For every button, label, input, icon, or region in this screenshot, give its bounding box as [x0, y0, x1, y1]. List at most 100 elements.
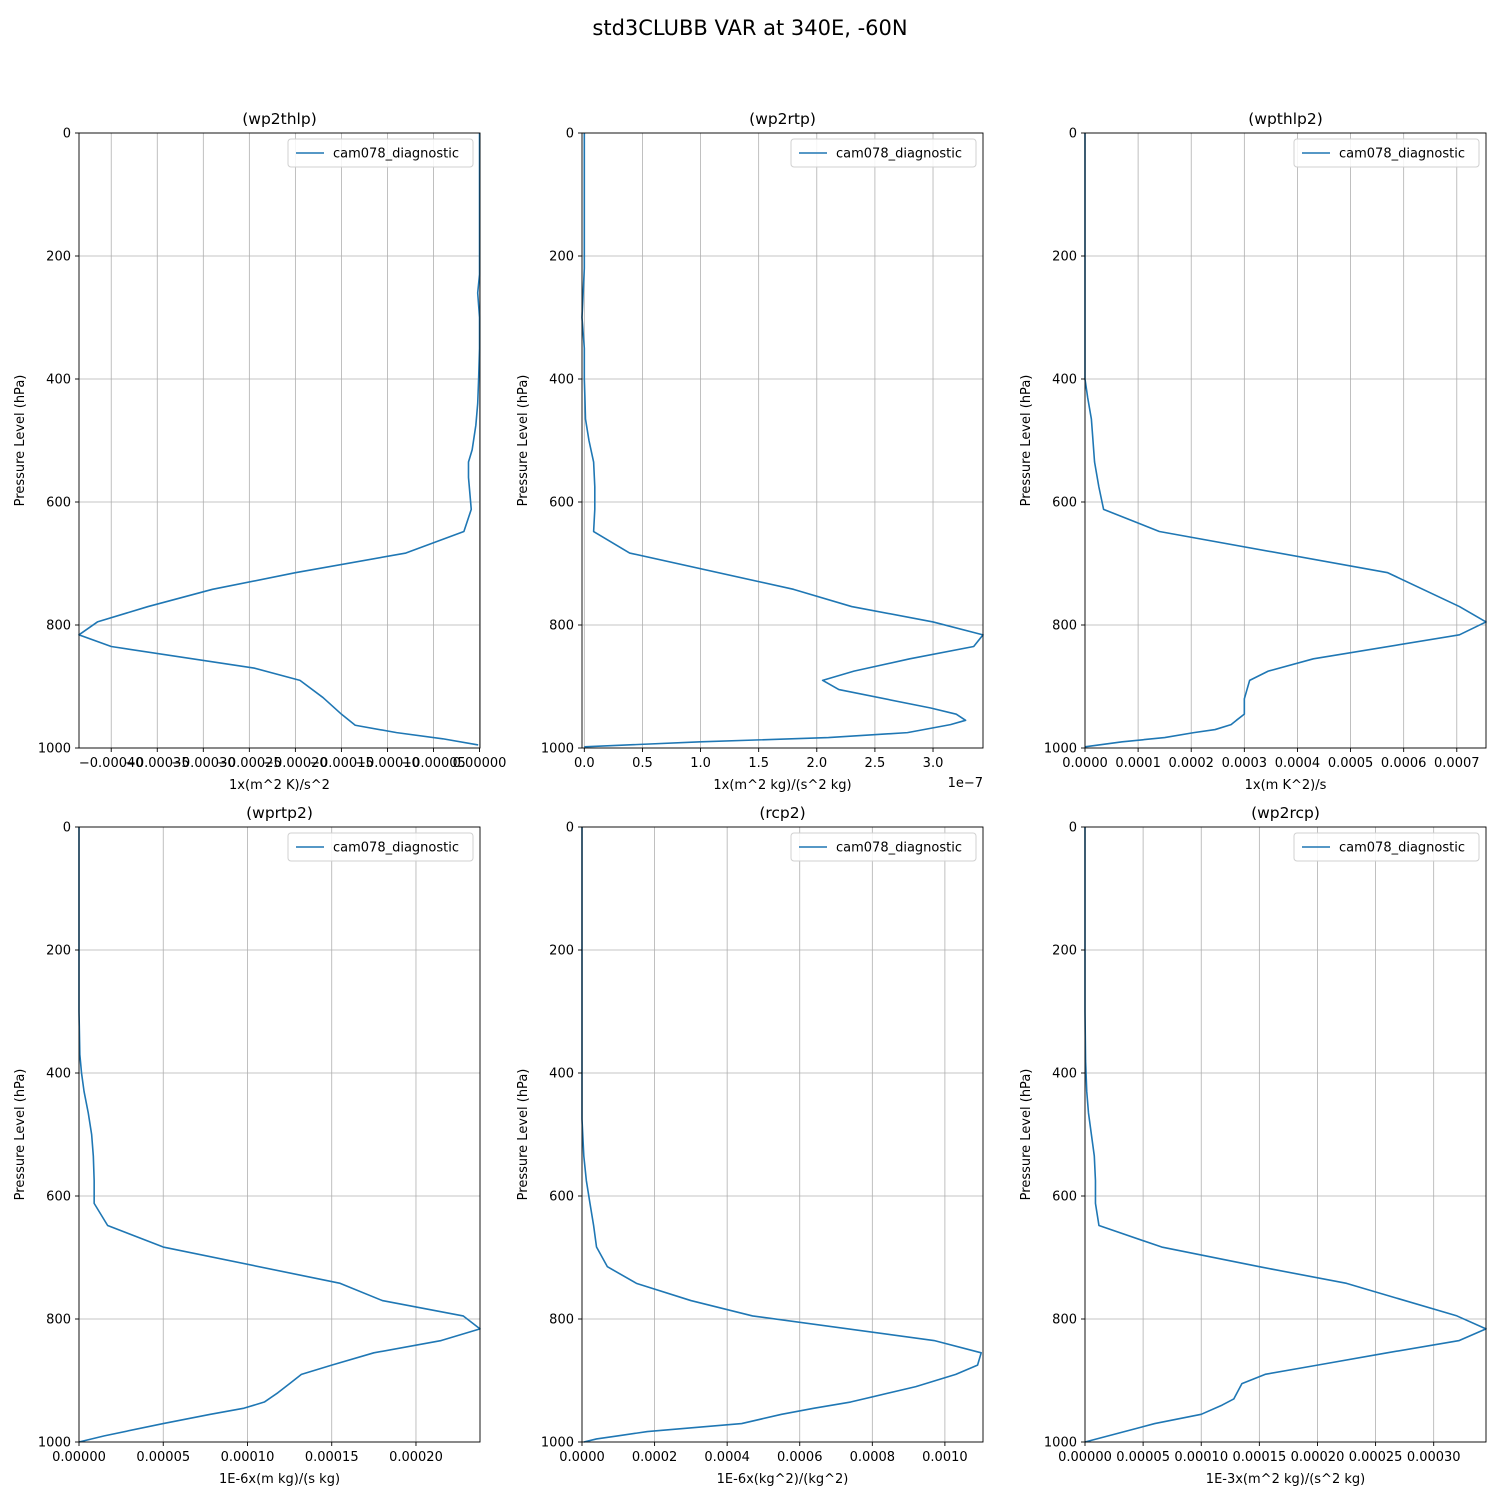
chart5-panel: 0.0000 0.0002 0.0004 0.0006 0.0008 0.0010 0 200…	[516, 804, 984, 1487]
chart1-xtick-label-1: −0.00035	[125, 756, 190, 771]
chart5-title: (rcp2)	[759, 804, 805, 822]
chart5-ytick-label-1: 200	[549, 944, 574, 959]
chart1-axes-frame	[78, 132, 481, 749]
chart3-ytick-label-2: 400	[1052, 373, 1077, 388]
chart2-xtick-label-0: 0.0	[574, 756, 595, 771]
chart3-ytick-label-3: 600	[1052, 496, 1077, 511]
chart1-legend-box	[287, 138, 474, 168]
chart6-title: (wp2rcp)	[1251, 804, 1320, 822]
chart1-ytick-label-2: 400	[46, 373, 71, 388]
chart4-xtick-label-0: 0.00000	[52, 1450, 106, 1465]
chart3-xtick-label-1: 0.0001	[1115, 756, 1161, 771]
chart3-panel: 0.0000 0.0001 0.0002 0.0003 0.0004 0.0005 0.00…	[1019, 110, 1487, 793]
chart6-ytick-label-3: 600	[1052, 1190, 1077, 1205]
chart5-ytick-label-4: 800	[549, 1313, 574, 1328]
chart2-xlabel: 1x(m^2 kg)/(s^2 kg)	[713, 778, 851, 793]
chart2-ylabel: Pressure Level (hPa)	[516, 375, 531, 507]
chart2-xtick-label-1: 0.5	[632, 756, 653, 771]
chart1-xtick-label-2: −0.00030	[171, 756, 236, 771]
chart4-xlabel: 1E-6x(m kg)/(s kg)	[219, 1472, 340, 1487]
chart2-xtick-label-5: 2.5	[865, 756, 886, 771]
chart6-xtick-label-6: 0.00030	[1407, 1450, 1461, 1465]
chart4-ytick-label-3: 600	[46, 1190, 71, 1205]
chart5-series-line-0	[581, 827, 982, 1443]
chart5-xtick-label-2: 0.0004	[704, 1450, 750, 1465]
chart3-ytick-label-0: 0	[1069, 127, 1077, 142]
chart1-ytick-label-4: 800	[46, 619, 71, 634]
chart5-xlabel: 1E-6x(kg^2)/(kg^2)	[717, 1472, 849, 1487]
chart3-legend: cam078_diagnostic	[1293, 138, 1480, 168]
chart4-ytick-label-5: 1000	[38, 1436, 71, 1451]
chart4-legend-box	[287, 832, 474, 862]
chart6-xtick-label-2: 0.00010	[1174, 1450, 1228, 1465]
chart6-ytick-label-5: 1000	[1044, 1436, 1077, 1451]
chart2-legend-box	[790, 138, 977, 168]
chart3-xlabel: 1x(m K^2)/s	[1245, 778, 1327, 793]
chart5-xtick-label-1: 0.0002	[632, 1450, 678, 1465]
chart3-axes-frame	[1084, 132, 1487, 749]
chart6-xtick-label-5: 0.00025	[1349, 1450, 1403, 1465]
chart5-ytick-label-0: 0	[566, 821, 574, 836]
chart1-legend-label-0: cam078_diagnostic	[333, 147, 459, 162]
chart2-title: (wp2rtp)	[749, 110, 816, 128]
chart3-title: (wpthlp2)	[1248, 110, 1323, 128]
chart3-xtick-label-0: 0.0000	[1062, 756, 1108, 771]
chart3-xtick-label-6: 0.0006	[1381, 756, 1427, 771]
chart2-series-line-0	[581, 133, 984, 748]
chart3-xtick-label-4: 0.0004	[1275, 756, 1321, 771]
chart5-xtick-label-3: 0.0006	[777, 1450, 823, 1465]
chart4-title: (wprtp2)	[246, 804, 313, 822]
chart3-series-line-0	[1084, 133, 1487, 748]
chart2-ytick-label-1: 200	[549, 250, 574, 265]
chart1-ylabel: Pressure Level (hPa)	[13, 375, 28, 507]
chart1-series-line-0	[78, 133, 481, 746]
chart2-panel: 0.0 0.5 1.0 1.5 2.0 2.5 3.0 0 200 400 600 800 1000 (w…	[516, 110, 984, 793]
chart2-offset-label: 1e−7	[948, 776, 983, 791]
chart6-xtick-label-0: 0.00000	[1058, 1450, 1112, 1465]
chart3-ylabel: Pressure Level (hPa)	[1019, 375, 1034, 507]
chart1-xtick-label-6: −0.00010	[355, 756, 420, 771]
chart1-ytick-label-1: 200	[46, 250, 71, 265]
chart5-legend-label-0: cam078_diagnostic	[836, 841, 962, 856]
chart6-ylabel: Pressure Level (hPa)	[1019, 1069, 1034, 1201]
chart4-xtick-label-2: 0.00010	[221, 1450, 275, 1465]
chart2-axes-frame	[581, 132, 984, 749]
chart6-legend-box	[1293, 832, 1480, 862]
chart4-xtick-label-1: 0.00005	[136, 1450, 190, 1465]
chart2-xtick-label-3: 1.5	[748, 756, 769, 771]
chart4-ytick-label-1: 200	[46, 944, 71, 959]
chart2-legend: cam078_diagnostic	[790, 138, 977, 168]
chart5-ytick-label-3: 600	[549, 1190, 574, 1205]
chart1-xtick-label-7: −0.00005	[401, 756, 466, 771]
chart1-xtick-label-0: −0.00040	[79, 756, 144, 771]
chart1-xtick-label-3: −0.00025	[217, 756, 282, 771]
chart4-xtick-label-4: 0.00020	[389, 1450, 443, 1465]
chart1-ytick-label-3: 600	[46, 496, 71, 511]
chart3-xtick-label-3: 0.0003	[1222, 756, 1268, 771]
chart3-legend-label-0: cam078_diagnostic	[1339, 147, 1465, 162]
chart1-ytick-label-5: 1000	[38, 742, 71, 757]
chart5-xtick-label-0: 0.0000	[559, 1450, 605, 1465]
chart1-ytick-label-0: 0	[63, 127, 71, 142]
chart3-xtick-label-5: 0.0005	[1328, 756, 1374, 771]
chart1-xtick-label-5: −0.00015	[309, 756, 374, 771]
chart2-xtick-label-6: 3.0	[923, 756, 944, 771]
chart5-xtick-label-4: 0.0008	[850, 1450, 896, 1465]
chart3-ytick-label-5: 1000	[1044, 742, 1077, 757]
chart2-xtick-label-2: 1.0	[690, 756, 711, 771]
chart6-panel: 0.00000 0.00005 0.00010 0.00015 0.00020 0.000…	[1019, 804, 1487, 1487]
chart5-xtick-label-5: 0.0010	[922, 1450, 968, 1465]
chart4-series-line-0	[78, 827, 481, 1443]
chart4-legend-label-0: cam078_diagnostic	[333, 841, 459, 856]
chart3-xtick-label-7: 0.0007	[1434, 756, 1480, 771]
chart4-ylabel: Pressure Level (hPa)	[13, 1069, 28, 1201]
chart6-legend-label-0: cam078_diagnostic	[1339, 841, 1465, 856]
chart1-xtick-label-8: 0.00000	[453, 756, 507, 771]
chart6-ytick-label-0: 0	[1069, 821, 1077, 836]
chart1-xlabel: 1x(m^2 K)/s^2	[229, 778, 330, 793]
chart2-legend-label-0: cam078_diagnostic	[836, 147, 962, 162]
chart4-xtick-label-3: 0.00015	[305, 1450, 359, 1465]
chart2-ytick-label-3: 600	[549, 496, 574, 511]
chart6-xlabel: 1E-3x(m^2 kg)/(s^2 kg)	[1206, 1472, 1365, 1487]
chart6-ytick-label-4: 800	[1052, 1313, 1077, 1328]
